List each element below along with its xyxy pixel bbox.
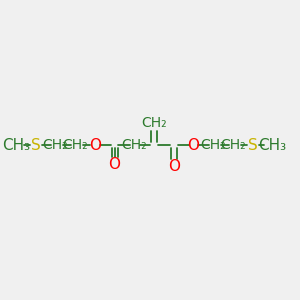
Text: S: S — [31, 138, 40, 153]
Text: CH₂: CH₂ — [122, 138, 147, 152]
Text: CH₃: CH₃ — [258, 138, 286, 153]
Text: CH₂: CH₂ — [200, 138, 226, 152]
Text: O: O — [109, 157, 121, 172]
Text: O: O — [89, 138, 101, 153]
Text: CH₂: CH₂ — [220, 138, 246, 152]
Text: O: O — [168, 159, 180, 174]
Text: CH₂: CH₂ — [43, 138, 68, 152]
Text: S: S — [248, 138, 257, 153]
Text: CH₃: CH₃ — [2, 138, 30, 153]
Text: CH₂: CH₂ — [62, 138, 88, 152]
Text: O: O — [188, 138, 200, 153]
Text: CH₂: CH₂ — [141, 116, 167, 130]
